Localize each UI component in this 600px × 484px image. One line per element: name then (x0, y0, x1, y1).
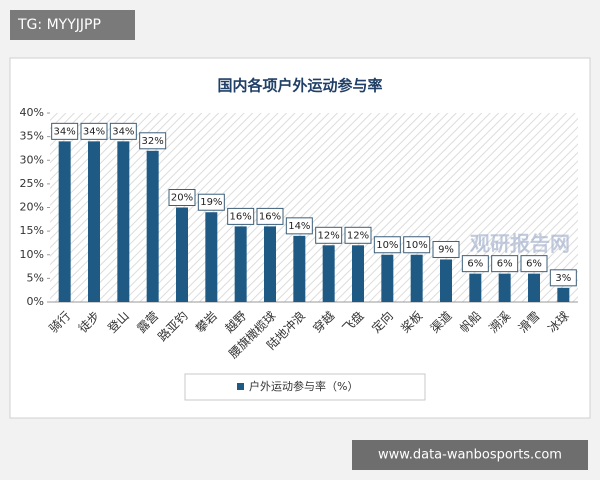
value-label: 3% (555, 273, 571, 284)
value-label: 16% (259, 211, 281, 222)
value-label: 6% (497, 259, 513, 270)
value-label-box (373, 236, 401, 254)
value-label: 19% (200, 197, 222, 208)
value-label-box (461, 255, 489, 273)
y-tick-label: 30% (20, 153, 44, 166)
watermark: 观研报告网 (470, 232, 570, 256)
y-tick-label: 35% (20, 130, 44, 143)
bar (410, 254, 423, 302)
url-box (352, 440, 588, 470)
bar (88, 141, 100, 302)
value-label: 20% (171, 193, 193, 204)
bar (469, 273, 482, 302)
bar (146, 150, 159, 302)
value-label: 12% (347, 230, 369, 241)
value-label: 16% (230, 211, 252, 222)
legend-swatch (237, 383, 244, 390)
value-label-box (403, 236, 431, 254)
value-label-box (109, 122, 137, 140)
bar (322, 245, 335, 302)
bar (381, 254, 394, 302)
y-tick-label: 15% (20, 224, 44, 237)
value-label: 6% (467, 259, 483, 270)
bar (205, 212, 218, 302)
url-text: www.data-wanbosports.com (378, 448, 562, 463)
bar (176, 207, 188, 302)
value-label-box (344, 226, 372, 244)
value-label-box (285, 217, 313, 235)
value-label-box (227, 207, 255, 225)
tag-text: TG: MYYJJPP (17, 17, 101, 33)
bar (117, 141, 130, 302)
tag-box (10, 10, 135, 40)
bar (352, 245, 364, 302)
y-tick-label: 20% (20, 201, 44, 214)
value-label: 34% (83, 126, 105, 137)
bar (528, 273, 540, 302)
bar (498, 273, 511, 302)
value-label-box (139, 132, 167, 150)
value-label-box (520, 255, 548, 273)
value-label-box (549, 269, 577, 287)
value-label-box (51, 122, 79, 140)
bar (557, 287, 570, 302)
value-label-box (80, 122, 108, 140)
y-tick-label: 10% (20, 248, 44, 261)
chart-title: 国内各项户外运动参与率 (217, 77, 382, 95)
value-label-box (432, 240, 460, 258)
y-tick-label: 0% (27, 295, 44, 308)
value-label: 32% (142, 136, 164, 147)
bar (264, 226, 276, 302)
value-label: 34% (54, 126, 76, 137)
value-label-box (168, 189, 196, 206)
legend-label: 户外运动参与率（%） (249, 379, 358, 393)
value-label: 10% (376, 240, 398, 251)
bar (293, 235, 306, 302)
bar (234, 226, 247, 302)
value-label-box (197, 193, 225, 211)
value-label-box (491, 255, 519, 273)
value-label: 9% (438, 244, 454, 255)
value-label: 14% (288, 221, 310, 232)
value-label-box (256, 207, 284, 225)
plot-area (50, 113, 578, 302)
bar (440, 259, 452, 302)
y-tick-label: 25% (20, 177, 44, 190)
value-label: 12% (318, 230, 340, 241)
legend (184, 373, 426, 401)
value-label: 10% (406, 240, 428, 251)
value-label-box (315, 226, 343, 244)
y-tick-label: 5% (27, 271, 44, 284)
value-label: 34% (112, 126, 134, 137)
y-tick-label: 40% (20, 106, 44, 119)
bar (58, 141, 71, 302)
value-label: 6% (526, 259, 542, 270)
